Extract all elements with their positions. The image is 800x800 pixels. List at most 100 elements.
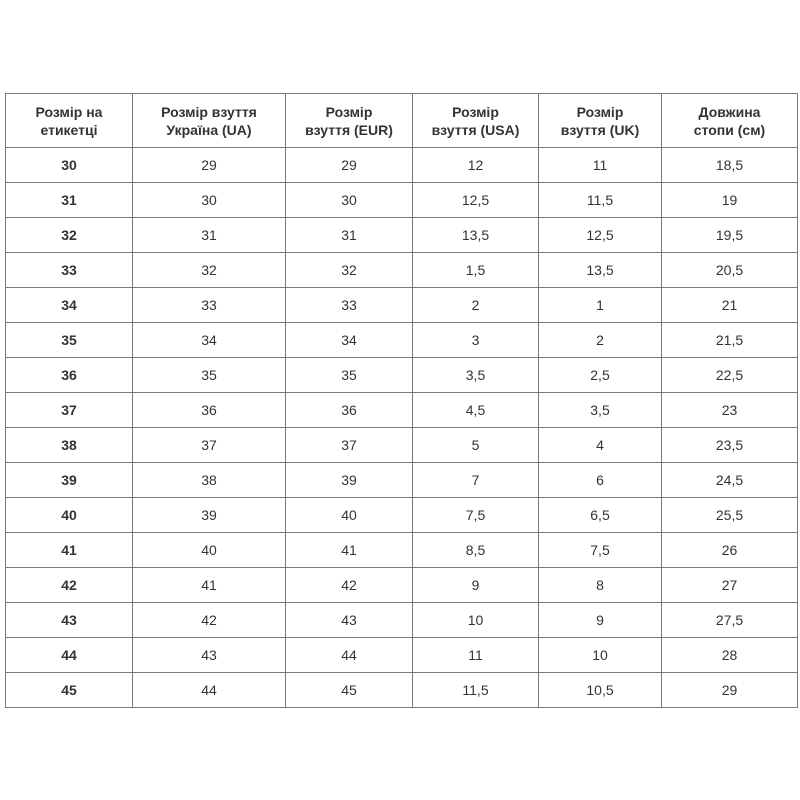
header-text-line: стопи (см) bbox=[693, 121, 766, 138]
cell-uk-size: 7,5 bbox=[538, 532, 662, 568]
table-row: 31 30 30 12,5 11,5 19 bbox=[5, 182, 798, 218]
table-row: 39 38 39 7 6 24,5 bbox=[5, 462, 798, 498]
cell-uk-size: 3,5 bbox=[538, 392, 662, 428]
cell-foot-length: 21,5 bbox=[661, 322, 798, 358]
size-chart-table: Розмір на етикетці Розмір взуття Україна (U… bbox=[5, 93, 798, 708]
cell-uk-size: 12,5 bbox=[538, 217, 662, 253]
cell-label-size: 35 bbox=[5, 322, 133, 358]
cell-usa-size: 11,5 bbox=[412, 672, 539, 708]
cell-usa-size: 7,5 bbox=[412, 497, 539, 533]
cell-ua-size: 35 bbox=[132, 357, 286, 393]
header-foot-length: Довжина стопи (см) bbox=[661, 93, 798, 148]
cell-foot-length: 24,5 bbox=[661, 462, 798, 498]
cell-label-size: 38 bbox=[5, 427, 133, 463]
cell-uk-size: 13,5 bbox=[538, 252, 662, 288]
cell-ua-size: 33 bbox=[132, 287, 286, 323]
cell-eur-size: 29 bbox=[285, 147, 413, 183]
table-row: 41 40 41 8,5 7,5 26 bbox=[5, 532, 798, 568]
cell-ua-size: 44 bbox=[132, 672, 286, 708]
cell-uk-size: 1 bbox=[538, 287, 662, 323]
cell-foot-length: 28 bbox=[661, 637, 798, 673]
cell-foot-length: 27 bbox=[661, 567, 798, 603]
cell-label-size: 42 bbox=[5, 567, 133, 603]
header-text-line: взуття (UK) bbox=[560, 121, 640, 138]
cell-ua-size: 30 bbox=[132, 182, 286, 218]
cell-label-size: 32 bbox=[5, 217, 133, 253]
cell-ua-size: 37 bbox=[132, 427, 286, 463]
cell-usa-size: 13,5 bbox=[412, 217, 539, 253]
cell-uk-size: 11,5 bbox=[538, 182, 662, 218]
header-text-line: Розмір bbox=[325, 103, 373, 120]
cell-ua-size: 39 bbox=[132, 497, 286, 533]
header-usa-size: Розмір взуття (USA) bbox=[412, 93, 539, 148]
table-row: 33 32 32 1,5 13,5 20,5 bbox=[5, 252, 798, 288]
cell-foot-length: 27,5 bbox=[661, 602, 798, 638]
table-row: 37 36 36 4,5 3,5 23 bbox=[5, 392, 798, 428]
cell-ua-size: 41 bbox=[132, 567, 286, 603]
cell-foot-length: 23 bbox=[661, 392, 798, 428]
cell-eur-size: 41 bbox=[285, 532, 413, 568]
cell-label-size: 37 bbox=[5, 392, 133, 428]
cell-eur-size: 35 bbox=[285, 357, 413, 393]
cell-foot-length: 29 bbox=[661, 672, 798, 708]
cell-usa-size: 11 bbox=[412, 637, 539, 673]
cell-label-size: 31 bbox=[5, 182, 133, 218]
header-text-line: взуття (USA) bbox=[431, 121, 520, 138]
header-uk-size: Розмір взуття (UK) bbox=[538, 93, 662, 148]
cell-usa-size: 12,5 bbox=[412, 182, 539, 218]
cell-foot-length: 22,5 bbox=[661, 357, 798, 393]
cell-uk-size: 6,5 bbox=[538, 497, 662, 533]
table-row: 32 31 31 13,5 12,5 19,5 bbox=[5, 217, 798, 253]
cell-uk-size: 6 bbox=[538, 462, 662, 498]
header-label-size: Розмір на етикетці bbox=[5, 93, 133, 148]
cell-eur-size: 30 bbox=[285, 182, 413, 218]
cell-usa-size: 4,5 bbox=[412, 392, 539, 428]
cell-foot-length: 20,5 bbox=[661, 252, 798, 288]
header-eur-size: Розмір взуття (EUR) bbox=[285, 93, 413, 148]
cell-foot-length: 25,5 bbox=[661, 497, 798, 533]
header-text-line: взуття (EUR) bbox=[305, 121, 393, 138]
cell-ua-size: 42 bbox=[132, 602, 286, 638]
cell-eur-size: 37 bbox=[285, 427, 413, 463]
cell-eur-size: 42 bbox=[285, 567, 413, 603]
cell-eur-size: 34 bbox=[285, 322, 413, 358]
cell-ua-size: 36 bbox=[132, 392, 286, 428]
cell-usa-size: 2 bbox=[412, 287, 539, 323]
cell-eur-size: 36 bbox=[285, 392, 413, 428]
cell-usa-size: 9 bbox=[412, 567, 539, 603]
cell-usa-size: 1,5 bbox=[412, 252, 539, 288]
cell-label-size: 34 bbox=[5, 287, 133, 323]
table-row: 42 41 42 9 8 27 bbox=[5, 567, 798, 603]
cell-foot-length: 19 bbox=[661, 182, 798, 218]
cell-label-size: 30 bbox=[5, 147, 133, 183]
cell-label-size: 39 bbox=[5, 462, 133, 498]
header-text-line: Розмір взуття bbox=[161, 103, 257, 120]
header-text-line: Довжина bbox=[698, 103, 761, 120]
cell-usa-size: 3,5 bbox=[412, 357, 539, 393]
cell-label-size: 43 bbox=[5, 602, 133, 638]
cell-eur-size: 31 bbox=[285, 217, 413, 253]
cell-ua-size: 43 bbox=[132, 637, 286, 673]
cell-ua-size: 31 bbox=[132, 217, 286, 253]
header-text-line: Розмір bbox=[576, 103, 624, 120]
cell-uk-size: 10 bbox=[538, 637, 662, 673]
cell-eur-size: 32 bbox=[285, 252, 413, 288]
table-row: 45 44 45 11,5 10,5 29 bbox=[5, 672, 798, 708]
table-row: 40 39 40 7,5 6,5 25,5 bbox=[5, 497, 798, 533]
cell-eur-size: 39 bbox=[285, 462, 413, 498]
table-row: 36 35 35 3,5 2,5 22,5 bbox=[5, 357, 798, 393]
cell-uk-size: 11 bbox=[538, 147, 662, 183]
header-text-line: етикетці bbox=[40, 121, 98, 138]
cell-label-size: 44 bbox=[5, 637, 133, 673]
cell-ua-size: 34 bbox=[132, 322, 286, 358]
cell-label-size: 33 bbox=[5, 252, 133, 288]
cell-usa-size: 12 bbox=[412, 147, 539, 183]
table-row: 44 43 44 11 10 28 bbox=[5, 637, 798, 673]
cell-foot-length: 19,5 bbox=[661, 217, 798, 253]
cell-eur-size: 33 bbox=[285, 287, 413, 323]
cell-uk-size: 9 bbox=[538, 602, 662, 638]
cell-eur-size: 44 bbox=[285, 637, 413, 673]
cell-uk-size: 4 bbox=[538, 427, 662, 463]
cell-eur-size: 40 bbox=[285, 497, 413, 533]
cell-uk-size: 2 bbox=[538, 322, 662, 358]
